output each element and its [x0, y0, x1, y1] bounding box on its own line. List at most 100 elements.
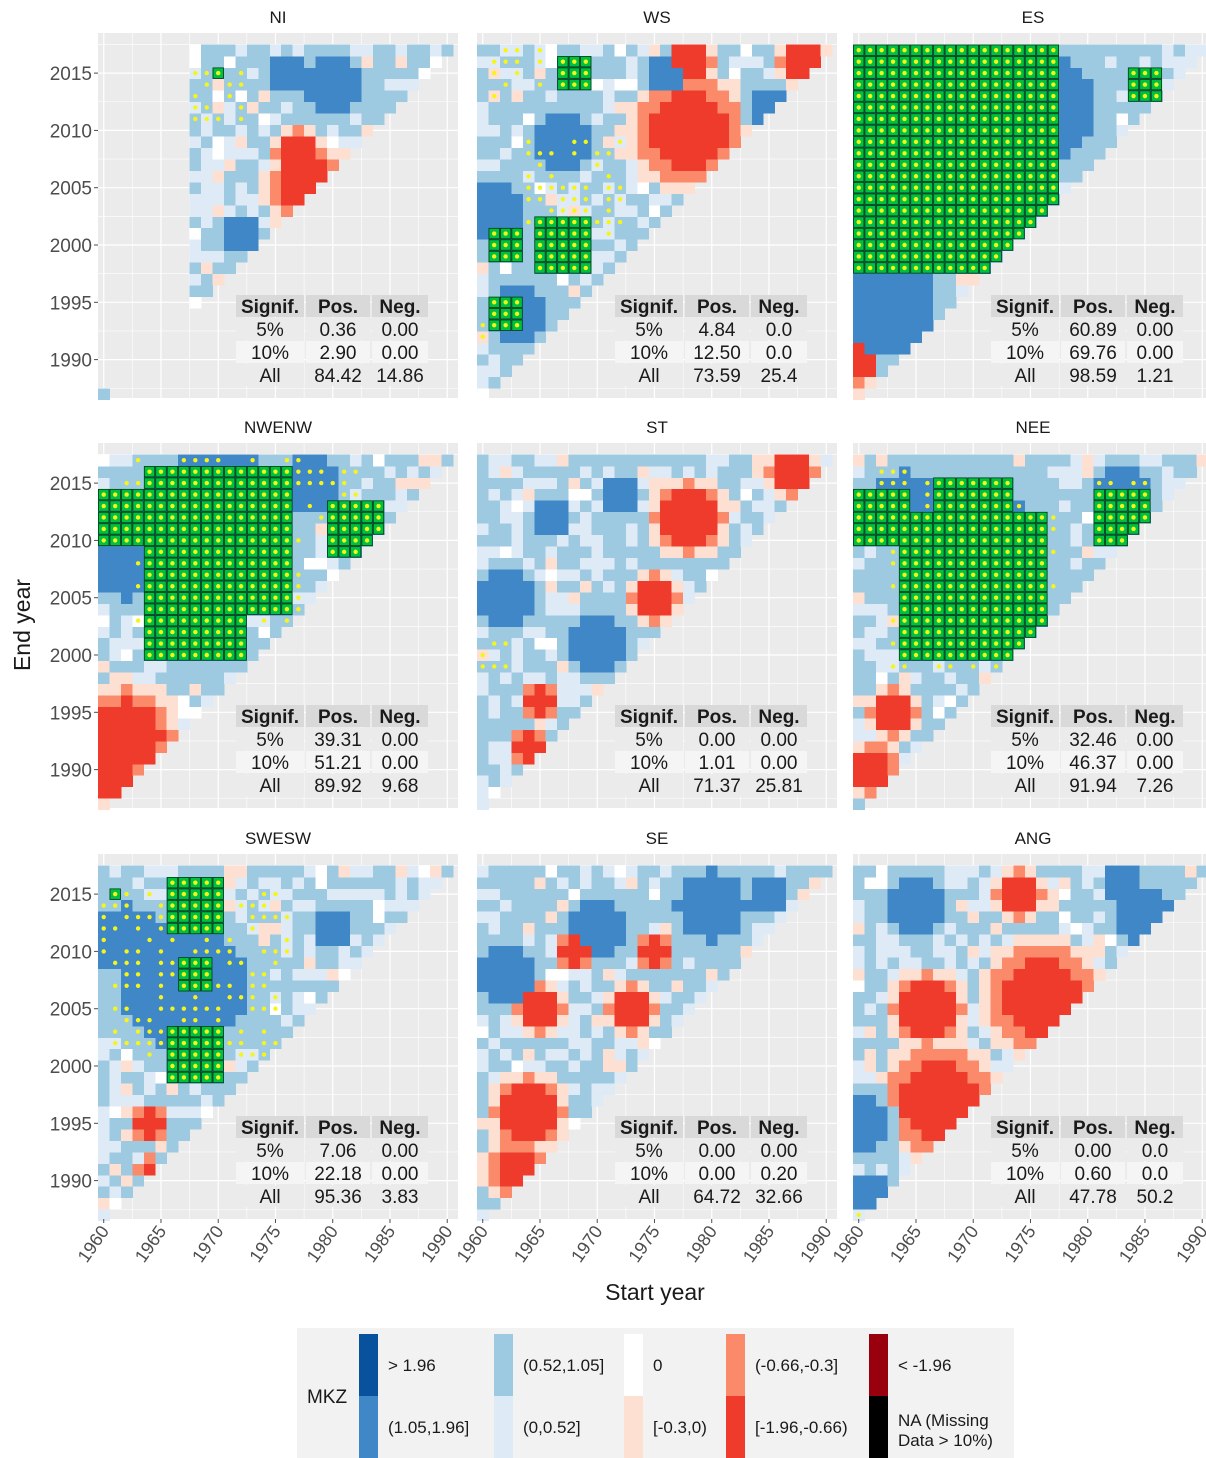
heat-cell — [488, 775, 501, 788]
heat-cell — [614, 124, 627, 137]
heat-cell — [418, 454, 431, 467]
sig10-dot — [273, 538, 278, 543]
heat-cell — [648, 55, 661, 68]
heat-cell — [361, 67, 374, 80]
sig10-dot — [902, 151, 907, 156]
sig10-dot — [514, 59, 520, 64]
heat-cell — [637, 147, 650, 160]
heat-cell — [109, 649, 122, 662]
sig10-dot — [261, 480, 267, 486]
sig10-dot — [856, 128, 861, 133]
heat-cell — [304, 44, 316, 57]
heat-cell — [671, 500, 684, 513]
heat-cell — [933, 718, 945, 730]
heat-cell — [660, 159, 673, 171]
heat-cell — [511, 216, 524, 229]
heat-cell — [315, 90, 328, 103]
heat-cell — [591, 614, 604, 627]
heat-cell — [338, 67, 351, 80]
heat-cell — [864, 718, 877, 730]
heat-cell — [511, 740, 524, 753]
sig10-dot — [1028, 572, 1033, 577]
sig10-dot — [307, 469, 313, 474]
sig10-dot — [181, 549, 187, 555]
heat-cell — [98, 454, 110, 467]
heat-cell — [683, 500, 695, 513]
heat-cell — [580, 44, 592, 57]
heat-cell — [1127, 113, 1140, 126]
sig10-dot — [364, 515, 370, 520]
heat-cell — [910, 319, 923, 332]
heat-cell — [534, 580, 547, 593]
heat-cell — [660, 591, 673, 604]
sig10-dot — [993, 549, 999, 555]
heat-cell — [246, 637, 259, 650]
sig10-dot — [503, 323, 508, 328]
sig10-dot — [135, 457, 141, 463]
heat-cell — [853, 672, 865, 685]
heat-cell — [109, 752, 122, 765]
heat-cell — [98, 786, 110, 799]
heat-cell — [557, 113, 569, 126]
sig10-dot — [1108, 515, 1113, 520]
heat-cell — [614, 511, 627, 524]
heat-cell — [751, 101, 764, 114]
heat-cell — [1036, 500, 1049, 513]
heat-cell — [602, 477, 615, 490]
sig10-dot — [549, 254, 554, 259]
heat-cell — [625, 181, 638, 194]
sig10-dot — [959, 584, 964, 589]
sig10-dot — [867, 82, 873, 87]
heat-cell — [660, 465, 673, 478]
heat-cell — [372, 113, 385, 126]
sig10-dot — [158, 492, 164, 497]
heat-cell — [384, 44, 397, 57]
heat-cell — [258, 90, 271, 103]
sig10-dot — [537, 242, 543, 248]
sig10-dot — [124, 492, 129, 497]
heat-cell — [580, 637, 592, 650]
heat-cell — [898, 729, 911, 742]
heat-cell — [488, 488, 501, 501]
heat-cell — [511, 113, 524, 126]
heat-cell — [1059, 488, 1071, 501]
sig10-dot — [948, 652, 953, 658]
heat-cell — [477, 546, 489, 558]
heat-cell — [602, 250, 615, 263]
heat-cell — [155, 672, 168, 685]
heat-cell — [511, 752, 524, 765]
table-cell-bg — [685, 774, 749, 796]
sig10-dot — [890, 93, 896, 99]
heat-cell — [223, 170, 236, 183]
heat-cell — [545, 591, 558, 604]
heat-cell — [625, 488, 638, 501]
heat-cell — [407, 44, 419, 57]
heat-cell — [671, 193, 684, 206]
heat-cell — [921, 454, 934, 467]
sig10-dot — [948, 128, 953, 133]
heat-cell — [660, 500, 673, 513]
sig10-dot — [238, 618, 244, 623]
sig10-dot — [147, 652, 152, 658]
sig10-dot — [503, 231, 508, 236]
heat-cell — [545, 193, 558, 206]
sig10-dot — [1028, 174, 1033, 179]
sig10-dot — [583, 265, 588, 271]
heat-cell — [269, 55, 282, 68]
sig10-dot — [948, 185, 953, 190]
sig10-dot — [925, 480, 930, 486]
heat-cell — [1082, 569, 1094, 581]
heat-cell — [98, 752, 110, 765]
heat-cell — [120, 603, 133, 616]
heat-cell — [361, 113, 374, 126]
heat-cell — [887, 695, 900, 707]
sig10-dot — [1108, 503, 1113, 509]
heat-cell — [602, 500, 615, 513]
sig10-dot — [879, 128, 884, 133]
sig10-dot — [1131, 93, 1136, 99]
heat-cell — [944, 273, 957, 286]
heat-cell — [166, 660, 179, 673]
heat-cell — [511, 353, 524, 366]
heat-cell — [864, 740, 877, 753]
